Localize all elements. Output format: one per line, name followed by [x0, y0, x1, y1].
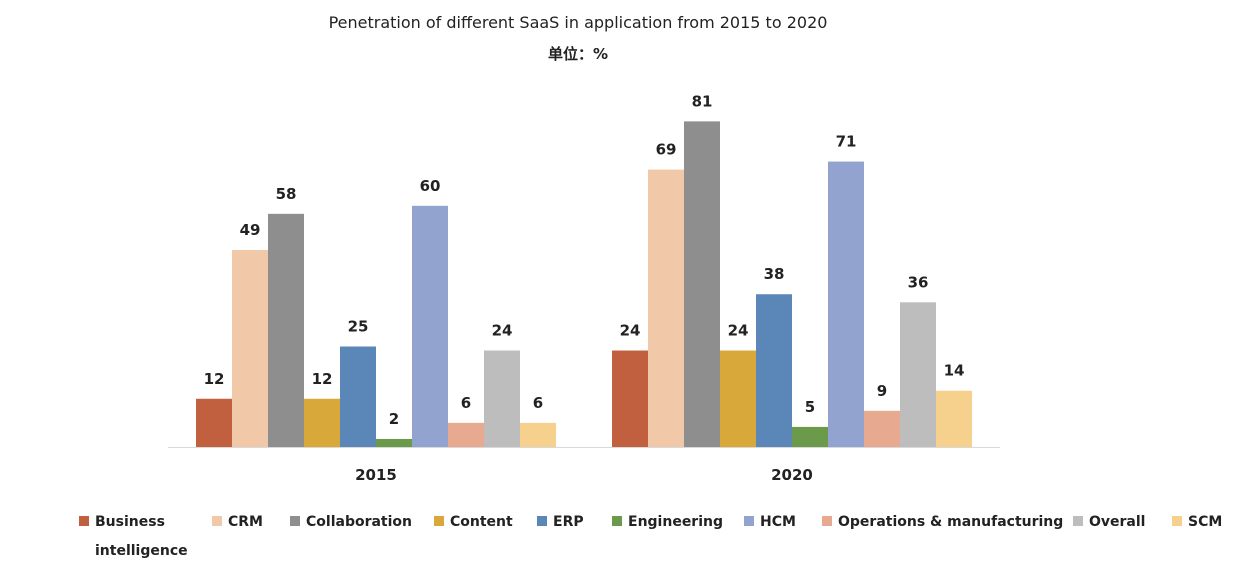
- legend-label-series-6: HCM: [760, 514, 796, 530]
- data-label-2015-series-6: 60: [420, 177, 441, 195]
- data-label-2020-series-7: 9: [877, 382, 887, 400]
- legend: Business intelligence CRM Collaboration Cont…: [79, 514, 1222, 559]
- data-label-2020-series-5: 5: [805, 398, 815, 416]
- data-label-2020-series-6: 71: [836, 133, 857, 151]
- data-label-2015-series-4: 25: [348, 318, 369, 336]
- legend-label-series-0: Business intelligence: [95, 514, 188, 559]
- chart-title: Penetration of different SaaS in applica…: [329, 13, 828, 32]
- chart-subtitle: 单位：%: [548, 45, 608, 63]
- bar-2015-series-2: [268, 213, 304, 447]
- bar-2015-series-0: [196, 398, 232, 447]
- bar-2015-series-5: [376, 438, 412, 447]
- bar-2015-series-4: [340, 346, 376, 447]
- data-label-2015-series-9: 6: [533, 394, 543, 412]
- bar-2020-series-4: [756, 294, 792, 447]
- bar-2015-series-1: [232, 250, 268, 447]
- bar-2020-series-5: [792, 426, 828, 447]
- x-tick-label-2020: 2020: [771, 466, 813, 484]
- data-label-2020-series-0: 24: [620, 322, 641, 340]
- bar-2020-series-6: [828, 161, 864, 447]
- x-axis-ticks: 2015 2020: [355, 466, 813, 484]
- bar-2020-series-0: [612, 350, 648, 447]
- bar-2020-series-8: [900, 302, 936, 447]
- legend-label-series-1: CRM: [228, 514, 263, 530]
- data-labels-layer: 12 49 58 12 25 2 60 6 24 6 24 69 81 24 38 5 71 9 36 14: [204, 92, 965, 428]
- legend-swatch-series-1: [212, 516, 222, 526]
- data-label-2020-series-1: 69: [656, 141, 677, 159]
- data-label-2020-series-4: 38: [764, 265, 785, 283]
- data-label-2015-series-3: 12: [312, 370, 333, 388]
- legend-label-series-8: Overall: [1089, 514, 1145, 530]
- legend-label-series-7: Operations & manufacturing: [838, 514, 1063, 530]
- bars-layer: [196, 121, 972, 447]
- data-label-2015-series-0: 12: [204, 370, 225, 388]
- legend-swatch-series-9: [1172, 516, 1182, 526]
- bar-2015-series-7: [448, 422, 484, 447]
- data-label-2020-series-8: 36: [908, 273, 929, 291]
- bar-2020-series-9: [936, 390, 972, 447]
- bar-2015-series-3: [304, 398, 340, 447]
- legend-swatch-series-4: [537, 516, 547, 526]
- legend-swatch-series-7: [822, 516, 832, 526]
- legend-swatch-series-3: [434, 516, 444, 526]
- data-label-2015-series-5: 2: [389, 410, 399, 428]
- legend-swatch-series-8: [1073, 516, 1083, 526]
- legend-label-series-5: Engineering: [628, 514, 723, 530]
- data-label-2020-series-2: 81: [692, 92, 713, 110]
- data-label-2020-series-9: 14: [944, 362, 965, 380]
- legend-swatch-series-2: [290, 516, 300, 526]
- legend-swatch-series-5: [612, 516, 622, 526]
- data-label-2015-series-7: 6: [461, 394, 471, 412]
- bar-2020-series-3: [720, 350, 756, 447]
- data-label-2015-series-2: 58: [276, 185, 297, 203]
- bar-2020-series-7: [864, 410, 900, 447]
- bar-2020-series-1: [648, 169, 684, 447]
- legend-label-series-3: Content: [450, 514, 513, 530]
- bar-2020-series-2: [684, 121, 720, 447]
- legend-swatch-series-6: [744, 516, 754, 526]
- data-label-2015-series-1: 49: [240, 221, 261, 239]
- data-label-2015-series-8: 24: [492, 322, 513, 340]
- bar-2015-series-8: [484, 350, 520, 447]
- bar-2015-series-9: [520, 422, 556, 447]
- legend-label-series-4: ERP: [553, 514, 584, 530]
- legend-label-series-9: SCM: [1188, 514, 1222, 530]
- bar-2015-series-6: [412, 205, 448, 447]
- data-label-2020-series-3: 24: [728, 322, 749, 340]
- legend-swatch-series-0: [79, 516, 89, 526]
- legend-label-series-2: Collaboration: [306, 514, 412, 530]
- x-tick-label-2015: 2015: [355, 466, 397, 484]
